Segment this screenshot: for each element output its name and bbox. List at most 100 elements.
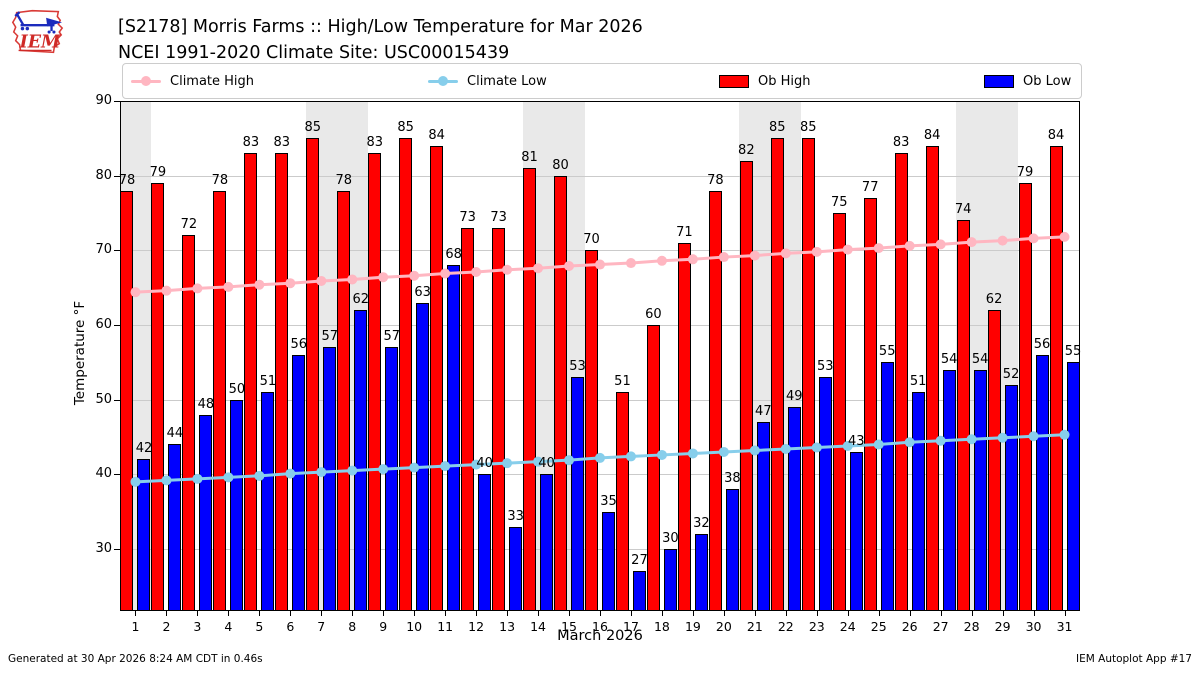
chart-legend: Climate High Climate Low Ob High Ob Low xyxy=(122,63,1082,99)
y-tick-mark xyxy=(114,549,120,551)
gridline xyxy=(120,175,1080,177)
legend-label-climate-high: Climate High xyxy=(170,73,255,89)
plot-frame xyxy=(120,101,1080,611)
ob-high-value-label: 73 xyxy=(490,209,507,225)
ob-high-swatch-icon xyxy=(719,74,749,88)
ob-low-value-label: 54 xyxy=(940,351,958,367)
ob-low-value-label: 32 xyxy=(693,516,710,532)
ob-low-value-label: 43 xyxy=(847,433,865,449)
x-tick-mark xyxy=(661,611,663,616)
x-tick-mark xyxy=(414,611,416,616)
ob-high-value-label: 74 xyxy=(954,202,972,218)
x-tick-label: 14 xyxy=(530,619,547,634)
x-tick-label: 28 xyxy=(963,619,980,634)
x-tick-label: 27 xyxy=(932,619,949,634)
y-tick-mark xyxy=(114,175,120,177)
y-tick-label: 30 xyxy=(95,541,112,557)
ob-high-value-label: 85 xyxy=(304,120,322,136)
x-tick-mark xyxy=(847,611,849,616)
x-tick-mark xyxy=(1002,611,1004,616)
ob-low-value-label: 54 xyxy=(971,351,989,367)
ob-high-value-label: 60 xyxy=(645,307,662,322)
ob-high-value-label: 71 xyxy=(676,224,693,240)
x-tick-label: 22 xyxy=(777,619,794,634)
ob-low-value-label: 47 xyxy=(755,404,772,420)
ob-high-value-label: 82 xyxy=(738,142,755,158)
generated-timestamp: Generated at 30 Apr 2026 8:24 AM CDT in … xyxy=(8,653,263,665)
y-tick-mark xyxy=(114,474,120,476)
ob-high-value-label: 83 xyxy=(892,135,910,151)
ob-high-value-label: 84 xyxy=(1047,127,1065,143)
x-tick-mark xyxy=(630,611,632,616)
ob-low-value-label: 57 xyxy=(383,329,400,345)
x-tick-label: 9 xyxy=(379,619,388,634)
ob-high-value-label: 85 xyxy=(397,120,414,136)
climate-low-line-marker-icon xyxy=(428,76,458,86)
x-tick-label: 6 xyxy=(286,619,295,634)
ob-low-value-label: 53 xyxy=(816,359,834,375)
x-tick-mark xyxy=(166,611,168,616)
x-tick-label: 15 xyxy=(561,619,577,634)
x-tick-label: 20 xyxy=(715,619,732,634)
ob-high-value-label: 79 xyxy=(149,165,167,181)
ob-low-value-label: 40 xyxy=(476,456,493,472)
legend-entry-climate-high: Climate High xyxy=(131,64,254,98)
ob-low-value-label: 42 xyxy=(135,441,153,457)
x-tick-label: 19 xyxy=(684,619,701,634)
x-tick-label: 29 xyxy=(994,619,1011,634)
ob-low-value-label: 53 xyxy=(569,359,586,375)
x-tick-mark xyxy=(600,611,601,616)
legend-entry-ob-low: Ob Low xyxy=(984,64,1071,98)
y-tick-label: 50 xyxy=(95,391,112,407)
ob-low-value-label: 63 xyxy=(414,284,431,300)
x-tick-mark xyxy=(445,611,447,616)
x-tick-mark xyxy=(816,611,818,616)
ob-high-value-label: 84 xyxy=(923,127,941,143)
y-tick-label: 40 xyxy=(95,466,112,482)
x-tick-label: 24 xyxy=(839,619,856,634)
ob-low-value-label: 48 xyxy=(197,396,215,412)
iem-logo-text: IEM xyxy=(19,33,61,53)
x-tick-label: 10 xyxy=(406,619,423,634)
page-title: [S2178] Morris Farms :: High/Low Tempera… xyxy=(118,17,643,37)
x-tick-label: 12 xyxy=(468,619,485,634)
x-tick-label: 21 xyxy=(746,619,763,634)
climate-high-line-marker-icon xyxy=(131,76,161,86)
x-tick-label: 13 xyxy=(499,619,516,634)
ob-low-value-label: 44 xyxy=(166,426,184,442)
x-tick-mark xyxy=(909,611,911,616)
ob-high-value-label: 78 xyxy=(211,172,229,188)
y-tick-mark xyxy=(114,325,120,326)
gridline xyxy=(120,325,1080,326)
ob-low-value-label: 33 xyxy=(507,508,524,524)
x-tick-mark xyxy=(383,611,385,616)
x-tick-mark xyxy=(507,611,509,616)
ob-high-value-label: 70 xyxy=(583,232,600,248)
x-tick-label: 11 xyxy=(437,619,454,634)
legend-label-ob-high: Ob High xyxy=(758,73,811,89)
x-tick-label: 25 xyxy=(870,619,887,634)
x-tick-mark xyxy=(290,611,292,616)
x-tick-label: 1 xyxy=(131,619,140,634)
ob-low-value-label: 38 xyxy=(724,471,741,487)
x-tick-label: 16 xyxy=(592,619,608,634)
ob-high-value-label: 72 xyxy=(180,217,198,233)
ob-high-value-label: 75 xyxy=(830,195,848,210)
ob-high-value-label: 80 xyxy=(552,157,569,173)
x-tick-mark xyxy=(476,611,478,616)
ob-high-value-label: 85 xyxy=(799,120,817,136)
legend-entry-ob-high: Ob High xyxy=(719,64,811,98)
ob-high-value-label: 79 xyxy=(1016,165,1034,181)
title-block: [S2178] Morris Farms :: High/Low Tempera… xyxy=(118,14,643,66)
x-tick-mark xyxy=(352,611,354,616)
x-tick-mark xyxy=(197,611,199,616)
x-tick-label: 30 xyxy=(1025,619,1042,634)
x-tick-mark xyxy=(971,611,973,616)
x-tick-mark xyxy=(538,611,540,616)
x-tick-mark xyxy=(723,611,725,616)
y-tick-label: 90 xyxy=(95,93,112,108)
x-tick-mark xyxy=(1064,611,1066,616)
ob-high-value-label: 51 xyxy=(614,374,631,390)
ob-low-value-label: 56 xyxy=(290,336,308,352)
x-tick-label: 4 xyxy=(224,619,233,634)
